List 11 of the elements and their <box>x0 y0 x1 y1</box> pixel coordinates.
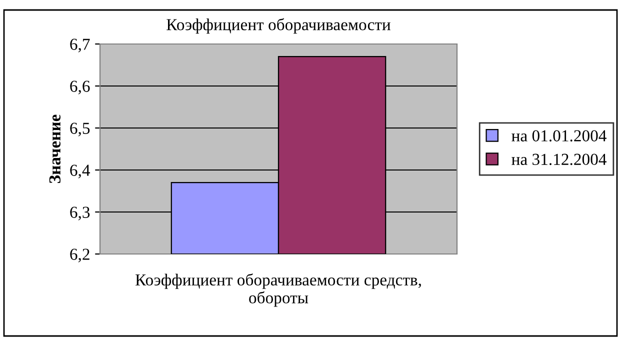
legend-label: на 01.01.2004 <box>512 130 607 142</box>
y-axis-title: Значение <box>49 114 61 183</box>
legend-label: на 31.12.2004 <box>512 154 607 166</box>
chart-title: Коэффициент оборачиваемости <box>166 18 390 34</box>
x-tick-label: Коэффициент оборачиваемости средств, обороты <box>135 273 421 307</box>
y-tick-label: 6,2 <box>70 248 90 262</box>
y-tick-label: 6,6 <box>70 80 90 94</box>
y-tick-label: 6,4 <box>70 164 90 178</box>
y-tick-label: 6,3 <box>70 206 90 220</box>
y-tick-label: 6,7 <box>70 38 90 52</box>
y-tick-label: 6,5 <box>70 122 90 136</box>
